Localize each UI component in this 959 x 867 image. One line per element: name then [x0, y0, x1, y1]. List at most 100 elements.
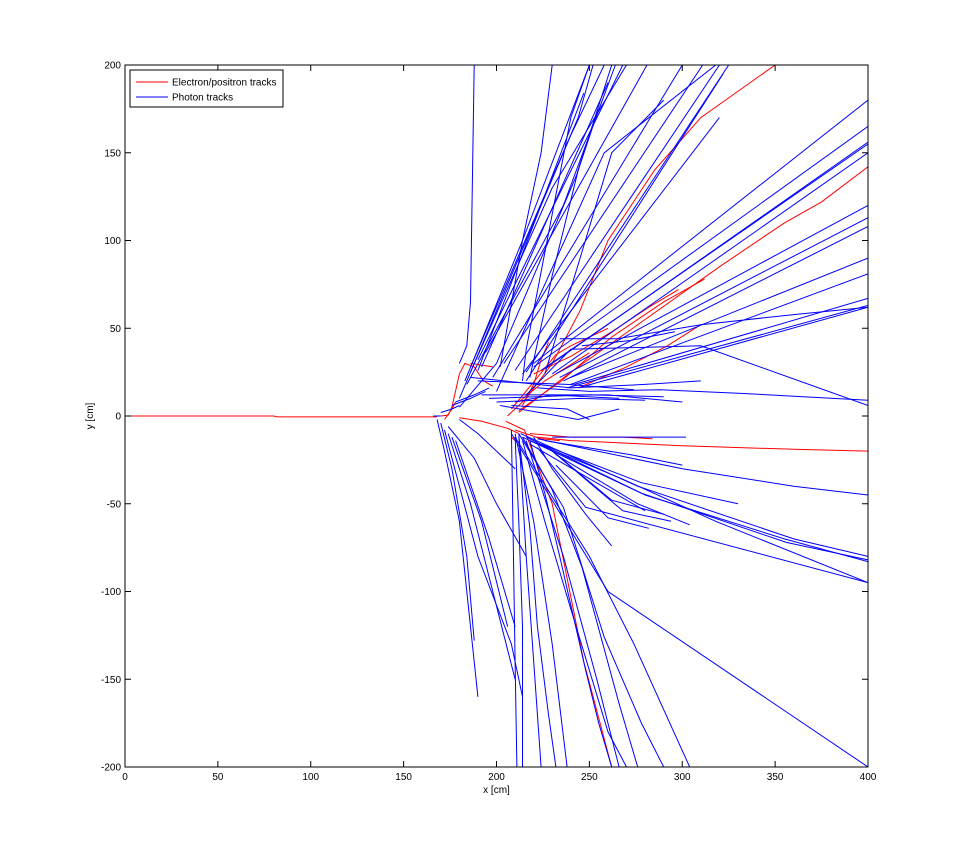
track-line	[525, 345, 868, 406]
legend-label: Photon tracks	[172, 93, 233, 104]
x-tick-label: 50	[212, 772, 224, 783]
x-tick-label: 400	[860, 772, 877, 783]
track-line	[510, 429, 518, 767]
track-line	[522, 65, 590, 381]
track-line	[459, 417, 520, 435]
track-line	[544, 440, 683, 466]
legend: Electron/positron tracks Photon tracks	[129, 69, 284, 108]
tracks-layer	[125, 65, 868, 767]
track-line	[525, 65, 730, 373]
legend-label: Electron/positron tracks	[172, 78, 277, 89]
series-photon	[433, 65, 868, 767]
track-line	[510, 433, 868, 767]
x-tick-label: 350	[767, 772, 784, 783]
track-line	[544, 141, 868, 370]
track-line	[525, 440, 620, 767]
track-line	[470, 376, 701, 389]
track-line	[555, 464, 649, 529]
track-line	[514, 65, 720, 371]
x-tick-label: 0	[122, 772, 128, 783]
track-line	[503, 65, 704, 364]
track-line	[529, 440, 868, 584]
track-line	[484, 65, 648, 354]
track-line	[522, 436, 639, 767]
track-line	[529, 108, 600, 378]
track-line	[533, 436, 613, 547]
track-line	[537, 447, 868, 584]
track-line	[511, 405, 590, 420]
track-line	[555, 204, 868, 375]
track-line	[458, 65, 475, 364]
track-line	[533, 125, 868, 368]
x-tick-label: 150	[395, 772, 412, 783]
x-axis-label: x [cm]	[483, 785, 510, 796]
track-line	[559, 306, 868, 340]
track-line	[514, 433, 568, 767]
y-tick-label: 0	[115, 412, 121, 423]
y-tick-label: 150	[104, 148, 121, 159]
track-line	[459, 65, 613, 408]
track-line	[578, 306, 868, 389]
track-line	[581, 331, 675, 347]
track-line	[440, 405, 460, 413]
y-tick-label: -150	[101, 675, 121, 686]
track-line	[447, 426, 527, 557]
track-line	[500, 405, 620, 421]
track-line	[440, 422, 475, 641]
track-line	[551, 450, 672, 522]
track-line	[533, 99, 868, 364]
track-line	[525, 436, 868, 561]
track-line	[505, 420, 613, 767]
track-line	[455, 440, 516, 627]
y-tick-label: 200	[104, 61, 121, 72]
track-line	[518, 433, 542, 767]
y-tick-label: -50	[107, 499, 122, 510]
x-tick-label: 100	[302, 772, 319, 783]
track-line	[470, 65, 627, 373]
x-tick-label: 250	[581, 772, 598, 783]
track-line	[496, 397, 646, 403]
track-line	[574, 297, 868, 385]
track-line	[566, 304, 868, 389]
track-line	[540, 443, 739, 505]
track-line	[537, 438, 868, 496]
track-line	[529, 440, 613, 767]
track-line	[520, 433, 868, 557]
track-line	[459, 419, 516, 470]
track-line	[125, 415, 438, 418]
legend-box	[129, 69, 284, 108]
x-tick-label: 200	[488, 772, 505, 783]
track-line	[444, 429, 523, 697]
y-tick-label: 50	[110, 324, 122, 335]
y-tick-label: 100	[104, 236, 121, 247]
track-line	[559, 217, 868, 378]
track-line	[447, 433, 516, 680]
y-axis-ticks: -200 -150 -100 -50 0 50 100 150 200	[101, 61, 868, 774]
track-line	[455, 387, 490, 403]
track-line	[522, 436, 868, 563]
track-line	[537, 387, 868, 401]
track-line	[570, 257, 868, 378]
track-line	[525, 73, 724, 382]
track-line	[514, 429, 560, 442]
y-axis-label: y [cm]	[85, 402, 96, 429]
track-line	[492, 65, 683, 378]
x-axis-ticks: 0 50 100 150 200 250 300 350 400	[122, 65, 877, 783]
x-tick-label: 300	[674, 772, 691, 783]
track-line	[496, 65, 717, 392]
track-line	[537, 436, 868, 452]
track-line	[522, 117, 720, 375]
y-tick-label: -200	[101, 763, 121, 774]
track-line	[477, 65, 624, 361]
track-line	[563, 226, 868, 382]
track-line	[451, 436, 509, 627]
track-line	[514, 436, 691, 767]
track-line	[436, 419, 479, 697]
track-line	[515, 394, 620, 403]
track-line	[555, 454, 690, 526]
track-line	[522, 440, 627, 767]
track-line	[451, 390, 486, 406]
